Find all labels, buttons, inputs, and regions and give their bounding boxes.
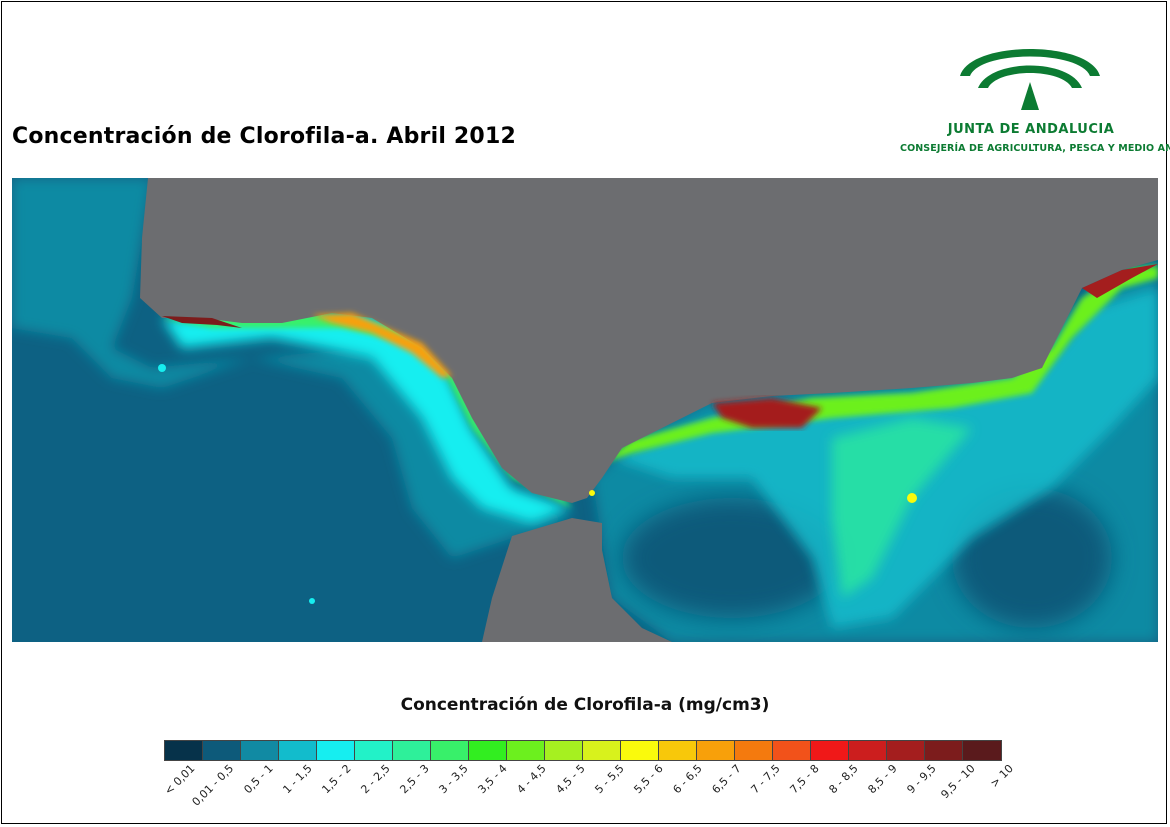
legend-label: 5 - 5,5	[592, 762, 627, 797]
legend-swatch	[165, 741, 203, 760]
blob	[907, 493, 917, 503]
legend-swatch	[431, 741, 469, 760]
logo-subtitle: CONSEJERÍA DE AGRICULTURA, PESCA Y MEDIO…	[900, 143, 1170, 154]
legend-label: 3,5 - 4	[475, 762, 510, 797]
hotspot-east	[1082, 264, 1158, 298]
legend-label: 9 - 9,5	[904, 762, 939, 797]
map-title: Concentración de Clorofila-a. Abril 2012	[12, 124, 516, 149]
legend-swatch	[279, 741, 317, 760]
legend-label: 8,5 - 9	[865, 762, 900, 797]
legend-label: 4,5 - 5	[553, 762, 588, 797]
legend-swatch	[469, 741, 507, 760]
legend-swatch	[659, 741, 697, 760]
legend-title: Concentración de Clorofila-a (mg/cm3)	[400, 695, 770, 715]
legend-label: > 10	[987, 762, 1016, 791]
legend-swatch	[735, 741, 773, 760]
legend-label: 6 - 6,5	[670, 762, 705, 797]
legend-swatch	[925, 741, 963, 760]
legend-label: 7,5 - 8	[787, 762, 822, 797]
legend-swatch	[355, 741, 393, 760]
legend-swatch	[773, 741, 811, 760]
legend-swatch	[621, 741, 659, 760]
legend-label: 2,5 - 3	[397, 762, 432, 797]
legend-swatch	[963, 741, 1001, 760]
legend-swatch	[393, 741, 431, 760]
legend-swatch	[241, 741, 279, 760]
legend-swatch	[317, 741, 355, 760]
hotspot-cadiz	[312, 313, 452, 378]
legend-swatch	[507, 741, 545, 760]
legend-label: 9,5 - 10	[938, 762, 978, 802]
legend-label: 6,5 - 7	[709, 762, 744, 797]
logo-name: JUNTA DE ANDALUCIA	[947, 122, 1115, 137]
map-canvas	[12, 178, 1158, 642]
legend-label: 3 - 3,5	[436, 762, 471, 797]
land-africa	[482, 518, 672, 642]
hotspot-malaga	[712, 398, 822, 428]
legend-swatch	[849, 741, 887, 760]
legend-label: < 0,01	[161, 762, 198, 798]
legend-color-bar	[164, 740, 1002, 761]
cyan-zone-med-inner	[832, 418, 972, 598]
legend-label: 2 - 2,5	[358, 762, 393, 797]
blob	[158, 364, 166, 372]
legend-label: 5,5 - 6	[631, 762, 666, 797]
legend-swatch	[887, 741, 925, 760]
legend-label: 1 - 1,5	[280, 762, 315, 797]
legend-label: 0,5 - 1	[241, 762, 276, 797]
legend-label: 7 - 7,5	[748, 762, 783, 797]
logo: JUNTA DE ANDALUCIA CONSEJERÍA DE AGRICUL…	[900, 30, 1170, 160]
land-iberia	[140, 178, 1158, 503]
legend-swatch	[545, 741, 583, 760]
legend-label: 1,5 - 2	[319, 762, 354, 797]
blob	[589, 490, 595, 496]
legend-swatch	[697, 741, 735, 760]
legend-label: 8 - 8,5	[826, 762, 861, 797]
shelf-band-atlantic	[12, 178, 572, 558]
legend-swatch	[203, 741, 241, 760]
legend-label: 4 - 4,5	[514, 762, 549, 797]
chlorophyll-map	[12, 178, 1158, 642]
junta-andalucia-emblem-icon	[960, 49, 1100, 110]
legend-swatch	[811, 741, 849, 760]
hotspot-huelva	[162, 316, 242, 328]
blob	[309, 598, 315, 604]
legend-swatch	[583, 741, 621, 760]
deep-patch-alboran-west	[622, 498, 842, 618]
cyan-zone-coast	[162, 313, 572, 523]
legend-label: 0,01 - 0,5	[189, 762, 237, 809]
